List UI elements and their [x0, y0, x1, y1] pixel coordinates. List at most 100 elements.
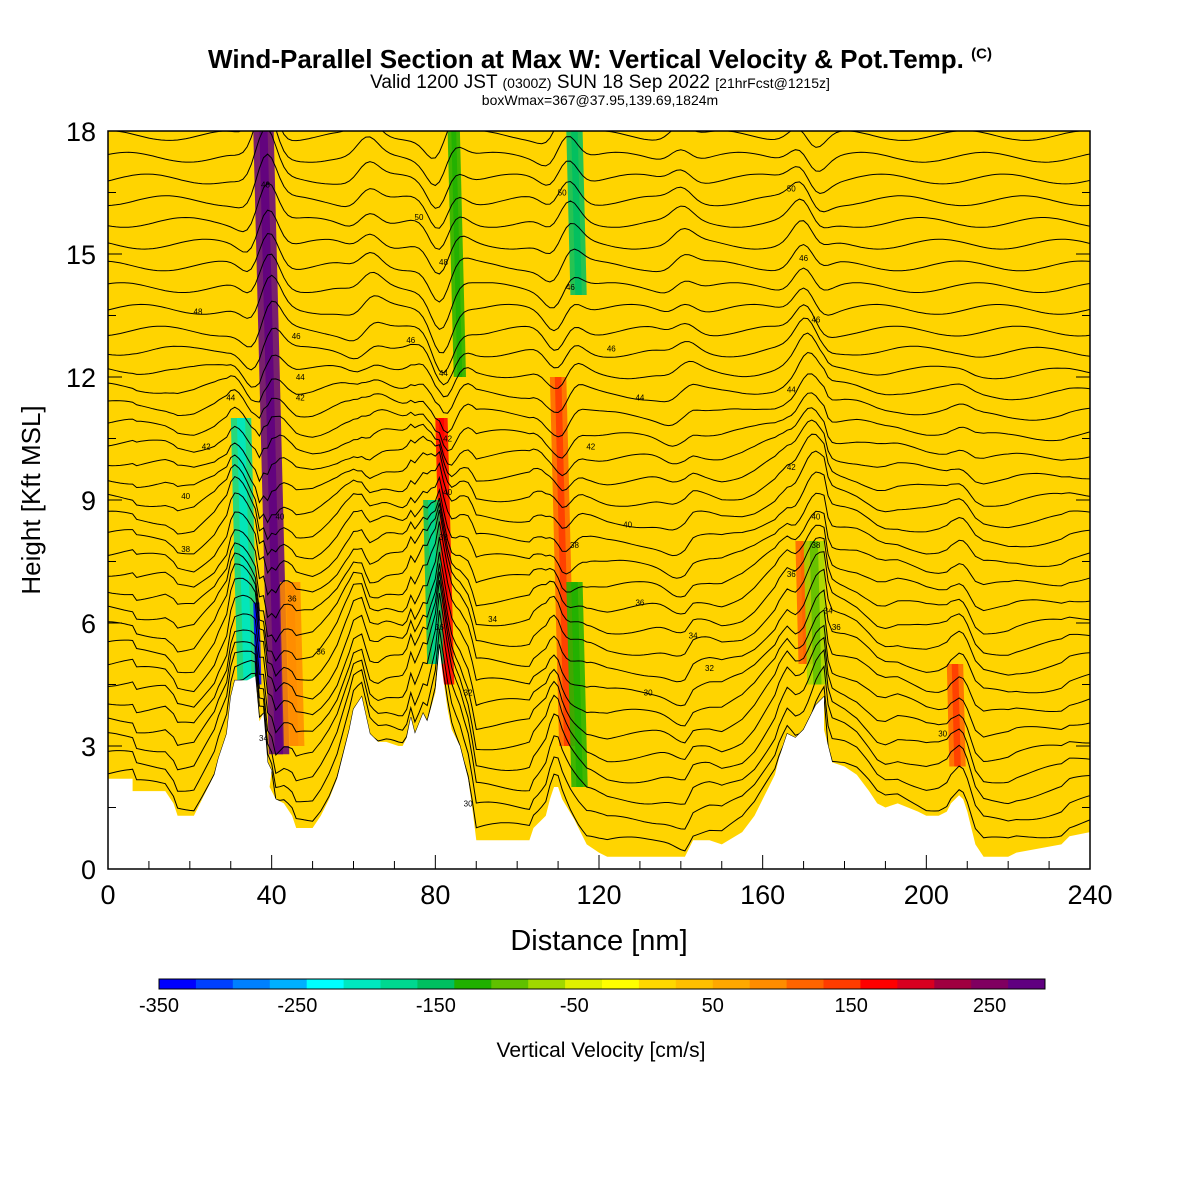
- isentrope-line: [108, 509, 1090, 635]
- contour-label-44: 30: [938, 730, 947, 739]
- contour-label-33: 36: [635, 599, 644, 608]
- contour-label-14: 44: [226, 394, 235, 403]
- colorbar-swatch-11: [565, 979, 603, 989]
- colorbar-swatch-18: [823, 979, 861, 989]
- colorbar-swatch-7: [417, 979, 455, 989]
- colorbar-swatch-16: [749, 979, 788, 989]
- contour-label-20: 42: [586, 443, 595, 452]
- contour-label-9: 46: [406, 336, 415, 345]
- box-max-info: boxWmax=367@37.95,139.69,1824m: [481, 92, 719, 108]
- contour-label-16: 44: [787, 385, 796, 394]
- contour-label-32: 36: [288, 594, 297, 603]
- isentrope-line: [108, 628, 1090, 830]
- colorbar-swatch-19: [860, 979, 898, 989]
- contour-label-10: 46: [607, 344, 616, 353]
- contour-label-4: 48: [439, 258, 448, 267]
- isentrope-line: [108, 209, 1090, 275]
- contour-label-40: 32: [705, 664, 714, 673]
- contour-label-42: 30: [644, 689, 653, 698]
- isentrope-line: [108, 373, 1090, 438]
- y-tick-label-3: 9: [81, 486, 96, 516]
- isentrope-line: [108, 351, 1090, 414]
- y-tick-label-6: 18: [66, 117, 96, 147]
- valid-utc: (0300Z): [502, 75, 552, 91]
- isentrope-line: [108, 317, 1090, 386]
- colorbar-swatch-13: [638, 979, 677, 989]
- isentrope-line: [108, 232, 1090, 303]
- colorbar-swatch-8: [454, 979, 492, 989]
- colorbar-swatch-20: [897, 979, 935, 989]
- isentrope-line: [108, 131, 1090, 187]
- x-tick-label-1: 40: [257, 880, 287, 910]
- contour-label-41: 32: [464, 689, 473, 698]
- contour-label-25: 40: [623, 521, 632, 530]
- contour-label-11: 46: [811, 316, 820, 325]
- contour-label-0: 48: [261, 180, 270, 189]
- colorbar-swatch-4: [306, 979, 345, 989]
- contour-label-5: 46: [566, 283, 575, 292]
- contour-label-28: 38: [439, 533, 448, 542]
- colorbar-label: Vertical Velocity [cm/s]: [497, 1039, 706, 1062]
- downdraft-core-6: [809, 541, 822, 685]
- downdraft-core-3: [451, 131, 463, 377]
- colorbar-tick-4: 50: [702, 995, 724, 1017]
- x-tick-label-2: 80: [420, 880, 450, 910]
- isentrope-line: [108, 580, 1090, 763]
- contour-label-3: 50: [787, 184, 796, 193]
- y-tick-label-0: 0: [81, 855, 96, 885]
- contour-label-38: 34: [689, 631, 698, 640]
- colorbar-swatch-17: [786, 979, 824, 989]
- y-tick-label-2: 6: [81, 609, 96, 639]
- isentrope-line: [108, 536, 1090, 683]
- isentrope-line: [108, 610, 1090, 805]
- contour-label-37: 36: [832, 623, 841, 632]
- colorbar: -350 -250 -150 -50 50 150 250: [139, 978, 1046, 1017]
- isentrope-line: [108, 131, 1090, 209]
- contour-label-35: 34: [488, 615, 497, 624]
- chart-title: Wind-Parallel Section at Max W: Vertical…: [208, 44, 992, 74]
- x-tick-label-5: 200: [904, 880, 949, 910]
- colorbar-tick-1: -250: [277, 995, 317, 1017]
- colorbar-swatch-14: [675, 979, 714, 989]
- contour-label-19: 42: [202, 443, 211, 452]
- contour-label-29: 38: [570, 541, 579, 550]
- x-tick-label-3: 120: [576, 880, 621, 910]
- colorbar-tick-3: -50: [560, 995, 589, 1017]
- y-tick-label-5: 15: [66, 240, 96, 270]
- contour-label-24: 40: [275, 512, 284, 521]
- contour-label-12: 44: [296, 373, 305, 382]
- colorbar-swatch-2: [232, 979, 271, 989]
- contour-label-27: 38: [181, 545, 190, 554]
- contour-label-34: 34: [824, 607, 833, 616]
- contour-label-2: 50: [558, 189, 567, 198]
- contour-label-36: 36: [435, 623, 444, 632]
- isentrope-line: [108, 563, 1090, 727]
- colorbar-swatch-23: [1008, 979, 1046, 989]
- contour-label-26: 40: [811, 512, 820, 521]
- isentrope-line: [108, 153, 1090, 229]
- colorbar-swatch-21: [934, 979, 972, 989]
- x-axis-label: Distance [nm]: [510, 925, 687, 957]
- y-axis-label: Height [Kft MSL]: [16, 405, 46, 594]
- isentrope-line: [108, 332, 1090, 398]
- contour-label-21: 42: [787, 463, 796, 472]
- isentrope-line: [108, 392, 1090, 459]
- isentrope-line: [108, 407, 1090, 477]
- contour-label-39: 36: [316, 648, 325, 657]
- terrain-mask: [108, 647, 1090, 869]
- contour-label-43: 34: [259, 734, 268, 743]
- isentrope-line: [108, 274, 1090, 354]
- contour-label-8: 46: [292, 332, 301, 341]
- isentrope-line: [108, 592, 1090, 784]
- copyright-mark: (C): [971, 45, 992, 63]
- colorbar-tick-2: -150: [416, 995, 456, 1017]
- contour-label-22: 40: [181, 492, 190, 501]
- forecast-info: [21hrFcst@1215z]: [715, 75, 830, 91]
- contour-label-45: 30: [464, 799, 473, 808]
- isentrope-line: [108, 419, 1090, 492]
- isentrope-line: [108, 571, 1090, 744]
- contour-labels: 48 50 50 50 48 46 46 48 46 46 46 46 44 44 44 44 44 42 42 42…: [181, 180, 947, 808]
- valid-date: SUN 18 Sep 2022: [556, 72, 710, 93]
- contour-label-31: 36: [787, 570, 796, 579]
